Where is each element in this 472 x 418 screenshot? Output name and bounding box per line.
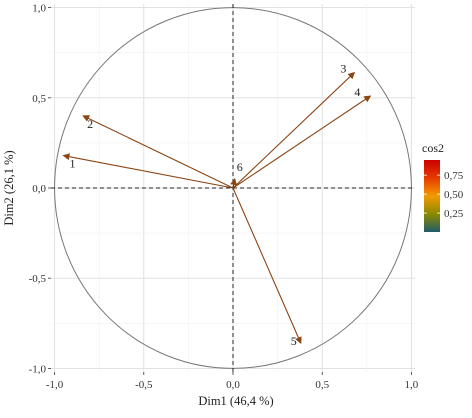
y-tick-label: 0,5: [32, 93, 46, 105]
variable-arrow-1: [62, 153, 234, 189]
variable-label-4: 4: [354, 85, 360, 99]
tick-labels: -1,0 -0,5 0,0 0,5 1,0 1,0 0,5 0,0 -0,5 -1,0: [29, 3, 419, 391]
y-axis-title: Dim2 (26,1 %): [2, 150, 16, 225]
variable-arrows: [62, 71, 372, 345]
legend-title: cos2: [422, 141, 444, 155]
variable-label-1: 1: [69, 157, 75, 171]
cos2-legend: cos2 0,75 0,50 0,25: [422, 141, 464, 232]
variable-label-6: 6: [237, 160, 243, 174]
variable-label-2: 2: [87, 117, 93, 131]
y-tick-label: -0,5: [29, 273, 47, 285]
y-tick-label: 0,0: [32, 183, 46, 195]
legend-color-bar: [424, 160, 440, 232]
variable-arrow-2: [82, 115, 234, 189]
legend-tick-label: 0,50: [444, 189, 464, 201]
x-tick-label: -0,5: [135, 379, 153, 391]
y-tick-label: 1,0: [32, 3, 46, 15]
variable-label-3: 3: [340, 62, 346, 76]
legend-tick-label: 0,75: [444, 170, 464, 182]
x-tick-label: 1,0: [405, 379, 419, 391]
variable-labels: 1 2 34 5 6: [69, 62, 360, 349]
x-tick-label: 0,5: [315, 379, 329, 391]
variable-arrow-5: [232, 187, 302, 345]
x-tick-label: 0,0: [226, 379, 240, 391]
legend-tick-label: 0,25: [444, 208, 464, 220]
y-tick-label: -1,0: [29, 363, 47, 375]
x-axis-title: Dim1 (46,4 %): [198, 394, 273, 408]
x-tick-label: -1,0: [46, 379, 64, 391]
variable-arrow-6: [230, 177, 238, 189]
variable-arrow-3: [232, 71, 356, 189]
variable-arrow-4: [232, 95, 372, 189]
variable-label-5: 5: [291, 334, 297, 348]
